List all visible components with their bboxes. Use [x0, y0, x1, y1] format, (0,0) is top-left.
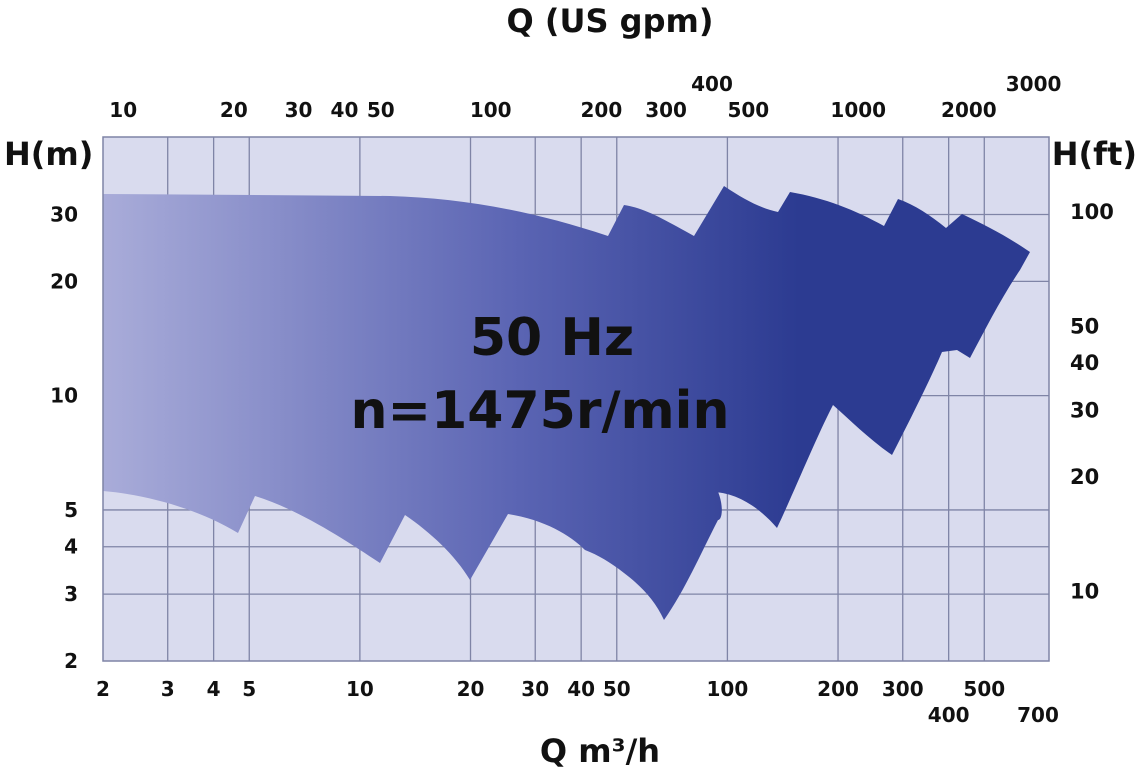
x-tick-label-bottom: 20: [457, 677, 485, 701]
x-tick-label-bottom: 10: [346, 677, 374, 701]
y-tick-label-right: 40: [1070, 351, 1099, 375]
x-tick-label-bottom: 30: [521, 677, 549, 701]
y-tick-label-left: 20: [50, 269, 78, 293]
x-tick-label-bottom: 2: [96, 677, 110, 701]
top-axis-title: Q (US gpm): [507, 2, 714, 40]
x-tick-label-bottom: 5: [242, 677, 256, 701]
y-ticks-right: 10 20 30 40 50 100: [1070, 200, 1114, 604]
x-tick-label-bottom: 500: [963, 677, 1005, 701]
left-axis-title: H(m): [4, 135, 93, 173]
y-tick-label-right: 50: [1070, 315, 1099, 339]
x-tick-label-top: 10: [109, 98, 137, 122]
y-ticks-left: 2 3 4 5 10 20 30: [50, 202, 78, 673]
x-tick-label-top: 2000: [941, 98, 997, 122]
y-tick-label-right: 10: [1070, 579, 1099, 603]
y-tick-label-right: 100: [1070, 200, 1114, 224]
x-tick-label-bottom: 40: [567, 677, 595, 701]
y-tick-label-left: 2: [64, 649, 78, 673]
y-tick-label-left: 3: [64, 582, 78, 606]
y-tick-label-left: 5: [64, 498, 78, 522]
x-tick-label-top: 20: [220, 98, 248, 122]
y-tick-label-right: 30: [1070, 398, 1099, 422]
plot-frame: [102, 136, 1050, 662]
x-tick-label-top: 50: [367, 98, 395, 122]
x-tick-label-bottom: 3: [161, 677, 175, 701]
right-axis-title: H(ft): [1052, 135, 1137, 173]
x-tick-label-bottom: 400: [928, 703, 970, 727]
y-tick-label-left: 10: [50, 384, 78, 408]
x-tick-label-bottom: 50: [603, 677, 631, 701]
x-tick-label-bottom: 300: [882, 677, 924, 701]
x-tick-label-top: 1000: [830, 98, 886, 122]
x-tick-label-top: 200: [580, 98, 622, 122]
frequency-label: 50 Hz: [470, 308, 634, 368]
speed-label: n=1475r/min: [351, 381, 730, 441]
coverage-area: [103, 186, 1030, 620]
bottom-axis-title: Q m³/h: [540, 732, 660, 770]
x-tick-label-top: 300: [645, 98, 687, 122]
y-tick-label-left: 4: [64, 535, 78, 559]
y-tick-label-right: 20: [1070, 465, 1099, 489]
x-tick-label-top: 3000: [1006, 72, 1062, 96]
y-tick-label-left: 30: [50, 202, 78, 226]
x-tick-label-top: 100: [470, 98, 512, 122]
x-tick-label-bottom: 100: [707, 677, 749, 701]
x-tick-label-top: 40: [331, 98, 359, 122]
x-tick-label-bottom: 200: [817, 677, 859, 701]
x-tick-label-top: 30: [285, 98, 313, 122]
x-tick-label-top: 400: [691, 72, 733, 96]
x-tick-label-bottom: 700: [1017, 703, 1059, 727]
x-tick-label-bottom: 4: [207, 677, 221, 701]
x-tick-label-top: 500: [727, 98, 769, 122]
